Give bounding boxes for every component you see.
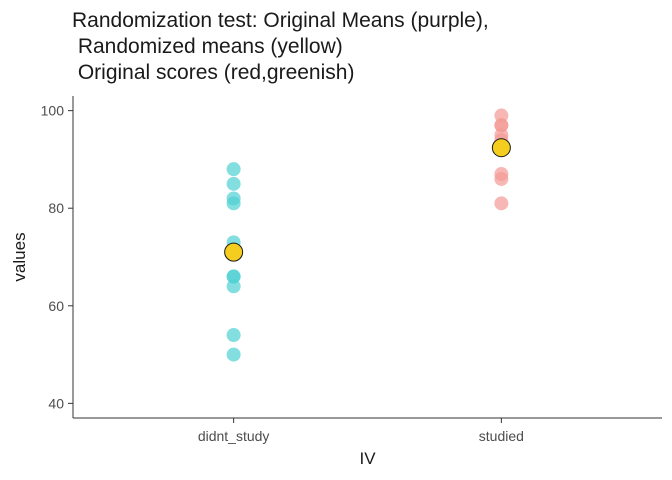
data-point xyxy=(494,108,509,123)
x-axis-title: IV xyxy=(359,449,376,468)
chart-title-line-2: Randomized means (yellow) xyxy=(72,35,343,58)
mean-markers xyxy=(224,138,511,262)
y-tick-label: 80 xyxy=(48,200,64,216)
data-point xyxy=(226,347,241,362)
y-tick-label: 60 xyxy=(48,298,64,314)
chart-title-line-1: Randomization test: Original Means (purp… xyxy=(72,9,489,32)
data-point xyxy=(226,269,241,284)
data-point xyxy=(226,162,241,177)
mean-point xyxy=(224,242,244,262)
y-tick-label: 100 xyxy=(41,103,65,119)
data-point xyxy=(494,196,509,211)
y-axis-ticks: 40 60 80 100 xyxy=(41,103,73,411)
mean-point xyxy=(491,138,511,158)
x-tick-label: didnt_study xyxy=(198,428,270,444)
data-point xyxy=(226,279,241,294)
data-point xyxy=(494,118,509,133)
y-axis-title: values xyxy=(10,232,29,281)
x-tick-label: studied xyxy=(479,428,524,444)
data-points xyxy=(226,108,509,362)
data-point xyxy=(494,171,509,186)
chart-title-line-3: Original scores (red,greenish) xyxy=(72,61,355,84)
x-axis-ticks: didnt_study studied xyxy=(198,418,524,444)
data-point xyxy=(226,196,241,211)
data-point xyxy=(226,328,241,343)
data-point xyxy=(226,176,241,191)
y-tick-label: 40 xyxy=(48,395,64,411)
